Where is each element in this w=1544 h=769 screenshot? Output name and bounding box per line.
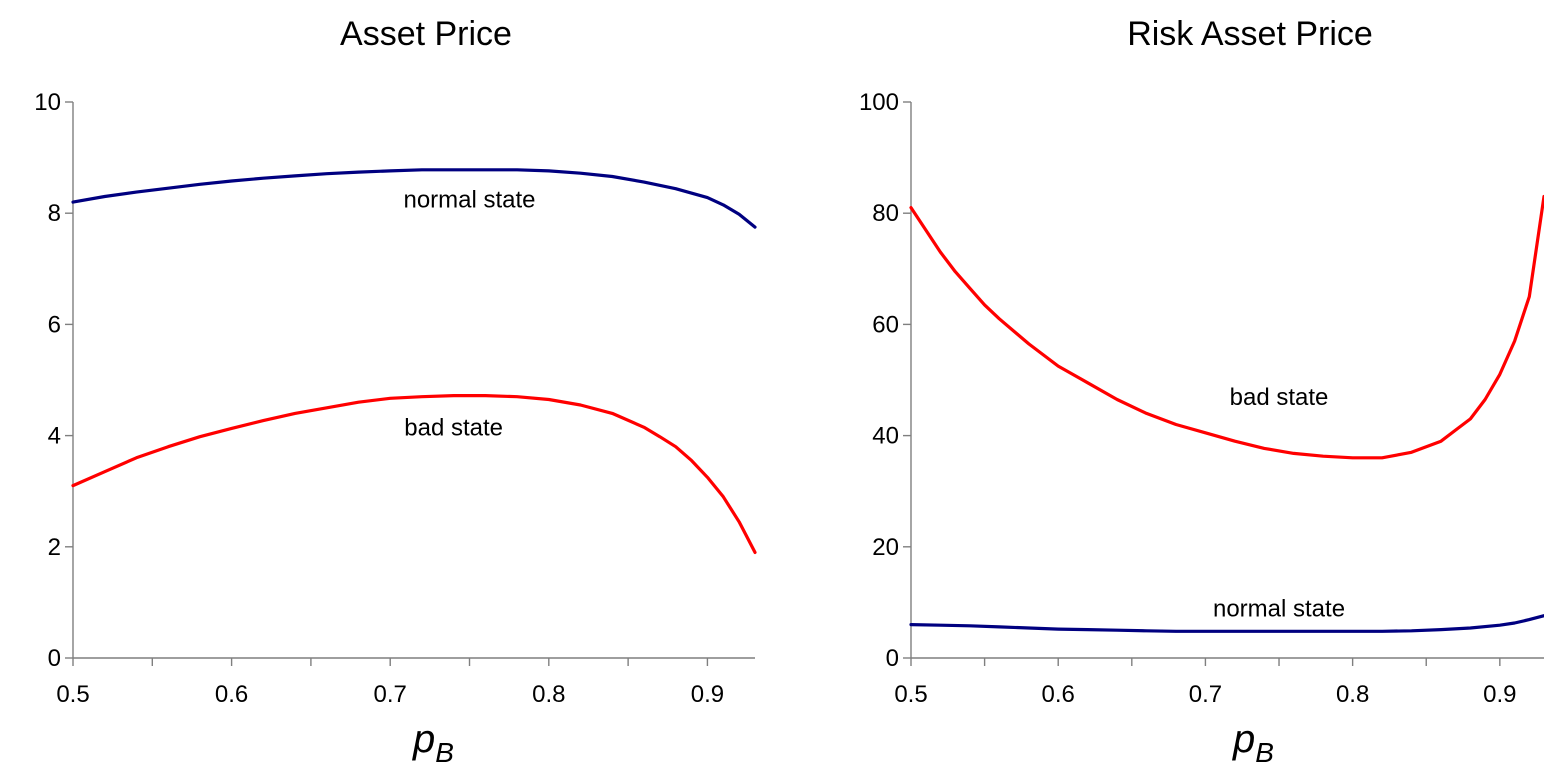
x-tick-label: 0.6 [1042, 681, 1075, 708]
x-tick-label: 0.5 [894, 681, 927, 708]
series-annotation: bad state [1230, 384, 1329, 411]
y-tick-label: 100 [859, 89, 899, 116]
y-tick-label: 4 [48, 423, 61, 450]
y-tick-label: 40 [872, 423, 899, 450]
y-tick-label: 10 [34, 89, 61, 116]
y-tick-label: 8 [48, 200, 61, 227]
y-tick-label: 20 [872, 534, 899, 561]
series-line [909, 614, 1544, 633]
series-line [909, 194, 1544, 460]
x-axis-label-main: p [1232, 717, 1255, 761]
series-annotation: normal state [403, 187, 535, 214]
x-tick-label: 0.9 [691, 681, 724, 708]
x-axis-label: pB [1232, 717, 1274, 768]
series-line [71, 394, 757, 555]
y-tick-label: 80 [872, 200, 899, 227]
y-tick-label: 0 [48, 645, 61, 672]
x-tick-label: 0.9 [1483, 681, 1516, 708]
series-annotation: bad state [404, 415, 503, 442]
x-tick-label: 0.7 [374, 681, 407, 708]
x-tick-label: 0.6 [215, 681, 248, 708]
x-tick-label: 0.8 [532, 681, 565, 708]
y-tick-label: 0 [886, 645, 899, 672]
chart-title: Asset Price [340, 15, 512, 53]
x-tick-label: 0.8 [1336, 681, 1369, 708]
x-tick-label: 0.7 [1189, 681, 1222, 708]
y-tick-label: 60 [872, 311, 899, 338]
chart-title: Risk Asset Price [1127, 15, 1373, 53]
x-axis-label: pB [412, 717, 454, 768]
x-axis-label-subscript: B [1255, 737, 1274, 768]
y-tick-label: 6 [48, 311, 61, 338]
series-annotation: normal state [1213, 595, 1345, 622]
y-tick-label: 2 [48, 534, 61, 561]
x-axis-label-subscript: B [435, 737, 454, 768]
series-line [71, 168, 757, 229]
x-axis-label-main: p [412, 717, 435, 761]
x-tick-label: 0.5 [56, 681, 89, 708]
risk-asset-price-chart: Risk Asset Price 0 20 40 60 80 100 0.5 0.6 0.7 0.8… [859, 15, 1544, 768]
